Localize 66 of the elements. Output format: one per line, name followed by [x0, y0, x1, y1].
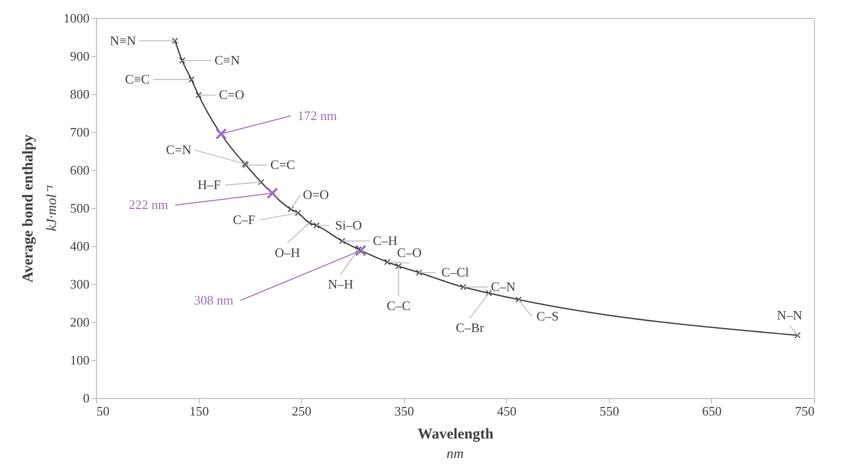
y-tick-label: 800 — [70, 86, 90, 102]
point — [313, 222, 320, 229]
annotation: C–Cl — [441, 264, 470, 280]
y-tick-label: 100 — [70, 352, 90, 368]
annotation: 222 nm — [128, 197, 168, 212]
text: kJ·mol⁻¹ — [45, 184, 60, 232]
x-axis-title: Wavelength — [418, 426, 494, 442]
annotation: C–F — [232, 212, 256, 227]
annotation: C–O — [397, 244, 422, 260]
annotation: C≡N — [214, 52, 240, 68]
point — [288, 206, 294, 212]
x-tick-label: 350 — [394, 404, 414, 418]
point — [416, 269, 422, 276]
annotation: H–F — [198, 177, 221, 192]
x-tick-label: 550 — [600, 404, 620, 418]
annotation: 172 nm — [297, 108, 337, 123]
point — [179, 57, 186, 64]
y-tick-label: 600 — [70, 162, 90, 178]
x-tick-label: 50 — [96, 404, 110, 418]
annotation: C–S — [536, 308, 559, 324]
y-tick-label: 200 — [70, 314, 90, 330]
point — [195, 92, 202, 98]
point — [172, 38, 178, 44]
x-tick-label: 650 — [702, 404, 722, 418]
annotation: N≡N — [110, 32, 137, 48]
point — [215, 128, 227, 140]
annotation: C–H — [372, 233, 398, 248]
x-tick-label: 750 — [795, 404, 814, 418]
annotation: C=N — [166, 142, 192, 157]
text: nm — [446, 447, 464, 462]
x-tick-label: 250 — [292, 404, 312, 418]
point — [515, 296, 522, 303]
point — [354, 244, 366, 256]
y-tick-label: 1000 — [64, 10, 90, 26]
x-tick-label: 450 — [497, 404, 517, 418]
annotation: C–C — [386, 298, 411, 314]
annotation: N–N — [776, 307, 803, 322]
point — [266, 187, 278, 200]
y-tick-label: 0 — [83, 390, 90, 406]
point — [188, 76, 195, 83]
point — [355, 246, 362, 253]
annotation: C≡C — [125, 72, 150, 87]
point — [294, 210, 302, 216]
point — [258, 179, 264, 186]
point — [395, 262, 402, 270]
annotation: C=O — [218, 87, 244, 102]
annotation: Si–O — [335, 217, 362, 232]
y-tick-label: 700 — [70, 124, 90, 140]
point — [460, 284, 466, 290]
annotation: N–H — [328, 276, 354, 292]
y-axis-title: Average bond enthalpy — [20, 134, 36, 283]
x-tick-label: 150 — [189, 404, 209, 418]
annotation: O=O — [302, 187, 329, 202]
point — [486, 290, 492, 296]
annotation: C–Br — [456, 320, 485, 336]
annotation: C=C — [270, 157, 296, 172]
annotation: O–H — [274, 244, 300, 260]
point — [794, 332, 801, 338]
point — [384, 258, 390, 266]
y-tick-label: 500 — [70, 200, 90, 216]
y-tick-label: 300 — [70, 276, 90, 292]
y-tick-label: 400 — [70, 238, 90, 254]
annotation: 308 nm — [194, 292, 234, 308]
annotation: C–N — [490, 279, 516, 294]
y-tick-label: 900 — [70, 48, 90, 64]
point — [339, 238, 346, 244]
